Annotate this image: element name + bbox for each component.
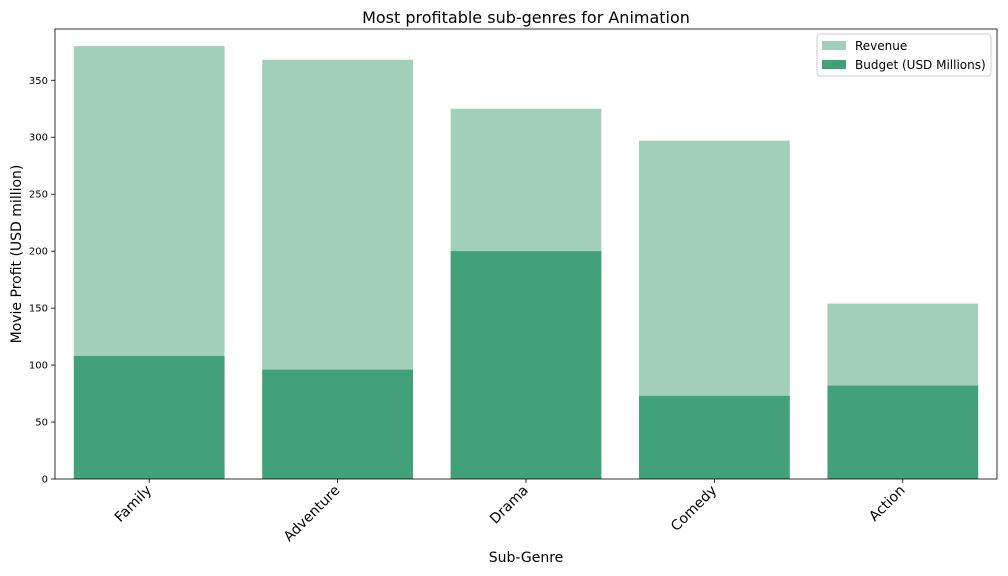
y-tick-label: 250 bbox=[29, 190, 48, 201]
y-axis-title: Movie Profit (USD million) bbox=[9, 165, 25, 344]
y-tick-label: 300 bbox=[29, 133, 48, 144]
legend-swatch-revenue bbox=[822, 41, 846, 50]
x-tick-label-drama: Drama bbox=[487, 483, 532, 528]
legend: Revenue Budget (USD Millions) bbox=[816, 33, 992, 77]
x-tick-label-family: Family bbox=[112, 483, 155, 526]
bar-budget-family bbox=[73, 355, 225, 479]
x-tick-label-adventure: Adventure bbox=[281, 483, 344, 546]
x-tick-label-action: Action bbox=[866, 483, 908, 525]
x-tick-label-comedy: Comedy bbox=[668, 483, 720, 535]
plot-area: 0 50 100 150 200 250 300 350 Family Adventure Dram… bbox=[29, 28, 998, 546]
bar-budget-adventure bbox=[262, 369, 413, 479]
chart-title: Most profitable sub-genres for Animation bbox=[362, 8, 690, 27]
legend-swatch-budget bbox=[822, 60, 846, 69]
bar-budget-action bbox=[827, 385, 979, 479]
y-tick-label: 0 bbox=[42, 475, 48, 486]
bar-budget-comedy bbox=[639, 395, 790, 479]
y-tick-label: 50 bbox=[35, 418, 48, 429]
y-tick-label: 350 bbox=[29, 76, 48, 87]
y-tick-label: 100 bbox=[29, 361, 48, 372]
y-tick-label: 150 bbox=[29, 304, 48, 315]
legend-label-budget: Budget (USD Millions) bbox=[855, 58, 986, 72]
bar-budget-drama bbox=[450, 251, 602, 479]
legend-label-revenue: Revenue bbox=[855, 39, 907, 53]
x-axis-title: Sub-Genre bbox=[489, 550, 564, 566]
legend-box bbox=[816, 33, 992, 77]
y-tick-label: 200 bbox=[29, 247, 48, 258]
